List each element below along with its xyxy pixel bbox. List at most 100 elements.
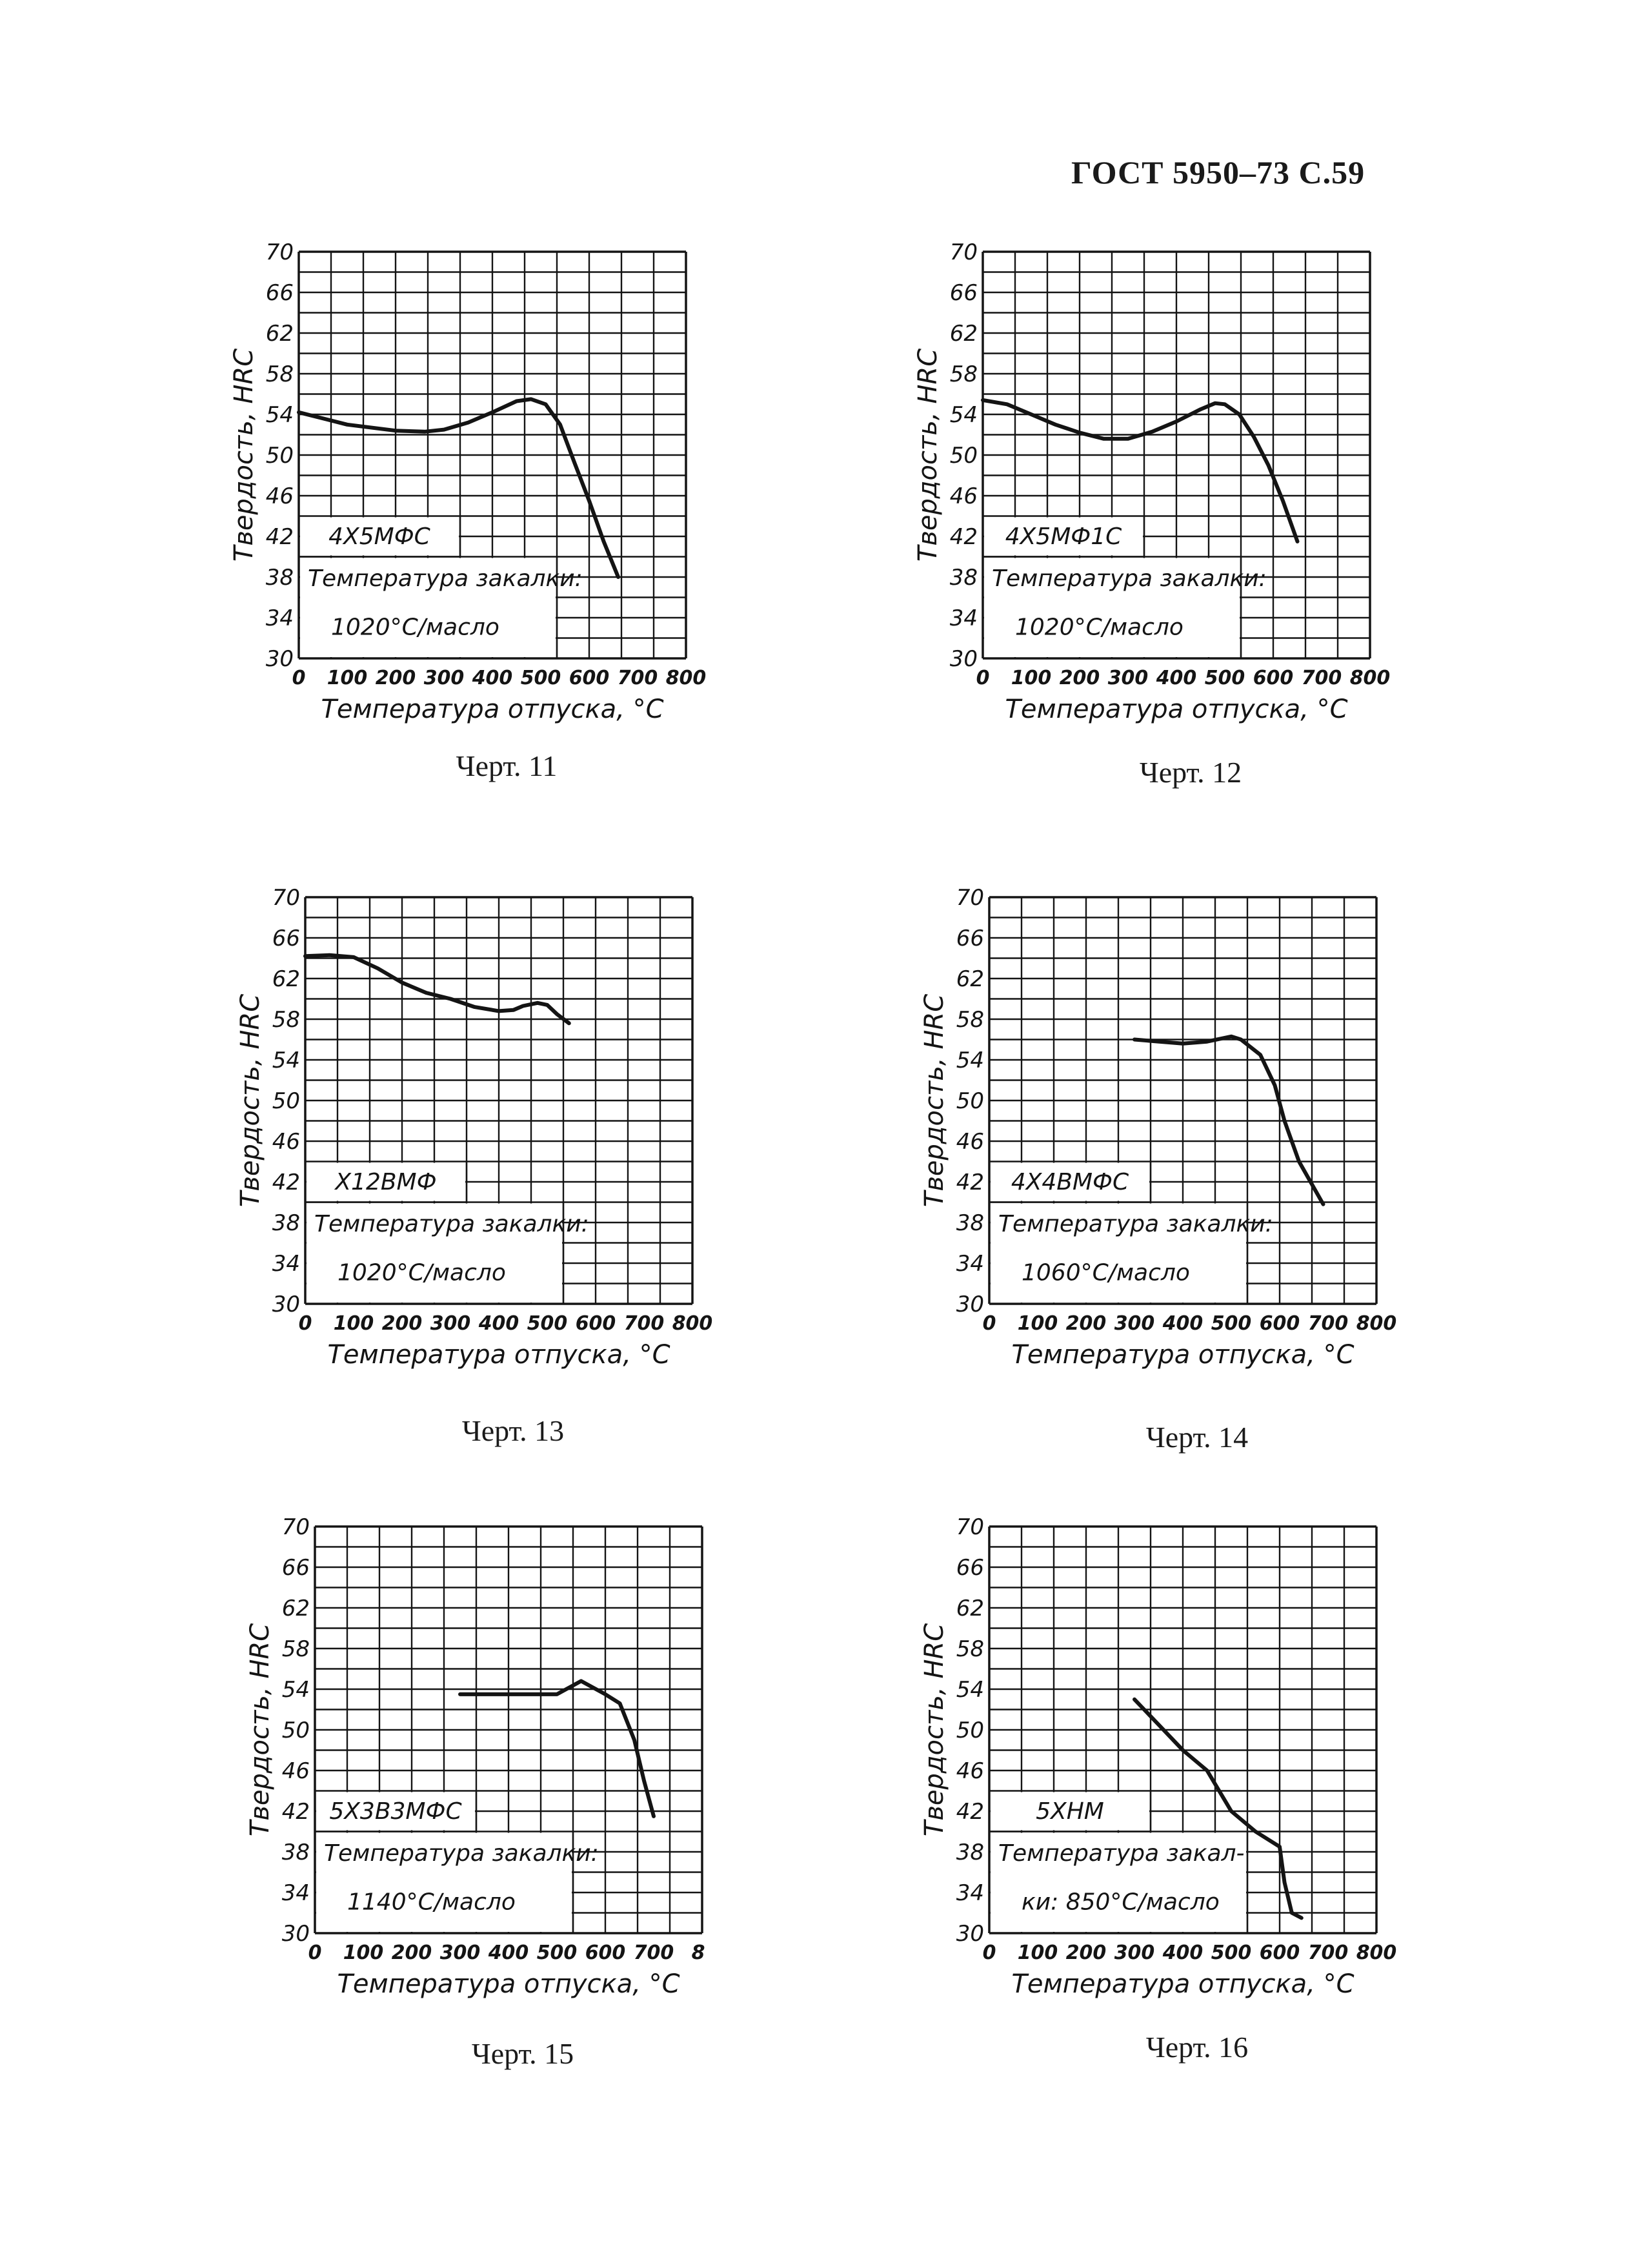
steel-grade-box [300, 517, 459, 556]
hardening-note-line1: Температура закалки: [308, 565, 583, 592]
steel-grade-box [307, 1162, 465, 1201]
y-tick-label: 42 [950, 524, 978, 550]
x-tick-label: 700 [1308, 1312, 1349, 1335]
steel-grade-label: 4Х5МФС [328, 523, 431, 550]
y-axis-label: Твердость, HRC [920, 994, 949, 1207]
x-tick-label: 200 [1066, 1312, 1107, 1335]
x-axis-label: Температура отпуска, °С [1011, 1969, 1354, 1999]
y-tick-label: 46 [956, 1129, 984, 1155]
series-line [981, 398, 1300, 543]
y-tick-label: 66 [956, 1555, 984, 1581]
y-tick-label: 50 [282, 1718, 310, 1743]
series-line [458, 1679, 656, 1818]
y-tick-label: 34 [272, 1251, 300, 1277]
x-tick-label: 300 [1114, 1312, 1155, 1335]
y-tick-label: 62 [272, 966, 300, 992]
y-tick-label: 66 [950, 280, 978, 306]
chart-cherte-13: 30 34 38 42 46 50 54 58 62 66 70 0 100 200 300 400 500 60… [223, 884, 803, 1447]
y-tick-label: 58 [282, 1636, 310, 1662]
hardening-note-line2: 1020°С/масло [331, 614, 499, 641]
x-tick-label: 300 [430, 1312, 471, 1335]
y-tick-label: 70 [956, 885, 984, 911]
x-axis-label: Температура отпуска, °С [321, 695, 663, 724]
x-tick-label: 500 [537, 1942, 578, 1964]
x-tick-label: 700 [618, 667, 658, 689]
x-tick-label: 0 [292, 667, 306, 689]
note-box [991, 1832, 1246, 1932]
y-tick-label: 42 [272, 1170, 300, 1195]
x-tick-label: 100 [343, 1942, 384, 1964]
y-tick-label: 38 [282, 1840, 310, 1865]
y-tick-label: 42 [266, 524, 294, 550]
x-tick-label-partial: 8 [692, 1942, 705, 1964]
x-tick-label: 600 [576, 1312, 616, 1335]
y-tick-label: 58 [956, 1636, 984, 1662]
x-axis-label: Температура отпуска, °С [1005, 695, 1347, 724]
x-tick-label: 100 [1011, 667, 1052, 689]
y-tick-label: 42 [282, 1799, 310, 1825]
y-tick-label: 30 [956, 1921, 984, 1947]
y-tick-label: 46 [282, 1758, 310, 1784]
series-line [1133, 1034, 1325, 1206]
y-tick-label: 58 [266, 361, 294, 387]
y-tick-label: 54 [266, 402, 294, 428]
x-tick-label: 100 [1018, 1312, 1058, 1335]
y-tick-label: 54 [272, 1048, 300, 1073]
x-tick-label: 800 [1350, 667, 1391, 689]
steel-grade-box [991, 1162, 1149, 1201]
x-tick-label: 600 [1253, 667, 1294, 689]
y-tick-label: 62 [282, 1596, 310, 1621]
x-tick-label: 200 [1060, 667, 1100, 689]
x-tick-label: 400 [472, 667, 513, 689]
x-tick-label: 300 [424, 667, 465, 689]
x-tick-label: 800 [1356, 1312, 1397, 1335]
x-tick-label: 0 [308, 1942, 322, 1964]
y-tick-label: 54 [956, 1048, 984, 1073]
chart-cherte-11: 30 34 38 42 46 50 54 58 62 66 70 0 100 200 300 400 500 60… [216, 239, 797, 782]
x-tick-label: 200 [376, 667, 416, 689]
y-axis-label: Твердость, HRC [245, 1623, 275, 1836]
x-tick-label: 700 [634, 1942, 674, 1964]
y-tick-label: 54 [282, 1677, 310, 1703]
y-tick-label: 70 [956, 1514, 984, 1540]
y-tick-label: 70 [266, 239, 294, 265]
x-tick-label: 400 [1162, 1942, 1204, 1964]
y-tick-label: 54 [956, 1677, 984, 1703]
y-tick-label: 38 [272, 1210, 300, 1236]
steel-grade-label: 4Х4ВМФС [1011, 1169, 1129, 1195]
y-tick-label: 70 [282, 1514, 310, 1540]
chart-caption: Черт. 14 [1145, 1421, 1249, 1454]
x-tick-label: 800 [666, 667, 707, 689]
hardening-note-line2: 1060°С/масло [1022, 1260, 1190, 1286]
chart-cherte-16: 30 34 38 42 46 50 54 58 62 66 70 0 100 200 300 400 500 60… [907, 1514, 1487, 2064]
y-tick-label: 30 [950, 646, 978, 672]
y-tick-label: 62 [266, 321, 294, 347]
series-line [297, 397, 620, 579]
y-tick-label: 42 [956, 1170, 984, 1195]
x-tick-label: 300 [1108, 667, 1149, 689]
x-tick-label: 600 [569, 667, 610, 689]
y-tick-label: 66 [282, 1555, 310, 1581]
y-tick-label: 30 [956, 1292, 984, 1317]
y-tick-label: 38 [956, 1210, 984, 1236]
series-line [303, 953, 571, 1026]
x-axis-label: Температура отпуска, °С [337, 1969, 680, 1999]
y-tick-label: 66 [956, 926, 984, 951]
note-box [316, 1832, 572, 1932]
y-tick-label: 42 [956, 1799, 984, 1825]
x-tick-label: 400 [1156, 667, 1197, 689]
chart-caption: Черт. 12 [1139, 756, 1242, 789]
y-tick-label: 46 [956, 1758, 984, 1784]
x-tick-label: 500 [1205, 667, 1245, 689]
steel-grade-label: Х12ВМФ [334, 1169, 436, 1195]
series-line [1133, 1697, 1304, 1920]
y-tick-label: 46 [266, 483, 294, 509]
x-tick-label: 600 [1260, 1312, 1300, 1335]
y-tick-label: 34 [266, 605, 294, 631]
hardening-note-line2: 1020°С/масло [337, 1260, 506, 1286]
chart-caption: Черт. 13 [461, 1414, 565, 1447]
hardening-note-line1: Температура закал- [998, 1840, 1245, 1867]
